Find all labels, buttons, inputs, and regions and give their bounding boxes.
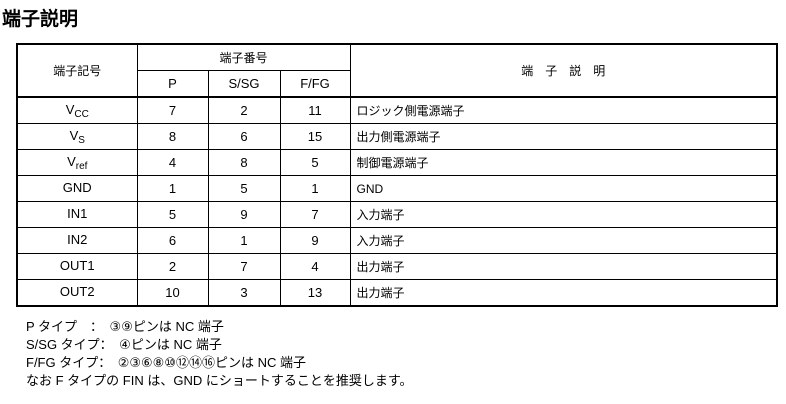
- pin-desc: 出力端子: [349, 253, 778, 280]
- table-row: GND 1 5 1 GND: [16, 175, 778, 202]
- pin-ffg: 13: [279, 279, 351, 307]
- pin-ffg: 11: [279, 96, 351, 124]
- pin-symbol: GND: [16, 175, 138, 202]
- note-line: P タイプ ： ③⑨ピンは NC 端子: [26, 319, 224, 334]
- pin-ffg: 9: [279, 227, 351, 254]
- pin-ssg: 8: [207, 149, 281, 176]
- pin-desc: GND: [349, 175, 778, 202]
- pin-symbol: OUT1: [16, 253, 138, 280]
- header-desc: 端 子 説 明: [349, 43, 778, 98]
- pin-symbol: Vref: [16, 149, 138, 176]
- table-row: VCC 7 2 11 ロジック側電源端子: [16, 96, 778, 124]
- pin-desc: 入力端子: [349, 201, 778, 228]
- pin-ffg: 7: [279, 201, 351, 228]
- table-row: OUT1 2 7 4 出力端子: [16, 253, 778, 280]
- pin-ssg: 1: [207, 227, 281, 254]
- pin-ssg: 7: [207, 253, 281, 280]
- pin-p: 10: [136, 279, 209, 307]
- pin-p: 1: [136, 175, 209, 202]
- pin-table: 端子記号 端子番号 端 子 説 明 P S/SG F/FG VCC 7 2 11…: [16, 43, 778, 307]
- header-number: 端子番号: [136, 43, 351, 71]
- note-line: S/SG タイプ： ④ピンは NC 端子: [26, 337, 222, 352]
- table-row: IN2 6 1 9 入力端子: [16, 227, 778, 254]
- note-line: なお F タイプの FIN は、GND にショートすることを推奨します。: [26, 373, 413, 388]
- pin-p: 8: [136, 123, 209, 150]
- pin-p: 2: [136, 253, 209, 280]
- pin-symbol: VCC: [16, 96, 138, 124]
- table-row: IN1 5 9 7 入力端子: [16, 201, 778, 228]
- header-ffg: F/FG: [279, 70, 351, 98]
- pin-ffg: 5: [279, 149, 351, 176]
- pin-p: 5: [136, 201, 209, 228]
- pin-ssg: 5: [207, 175, 281, 202]
- header-ssg: S/SG: [207, 70, 281, 98]
- pin-ssg: 2: [207, 96, 281, 124]
- pin-p: 7: [136, 96, 209, 124]
- pin-symbol: IN2: [16, 227, 138, 254]
- pin-p: 4: [136, 149, 209, 176]
- pin-desc: 出力端子: [349, 279, 778, 307]
- pin-ffg: 15: [279, 123, 351, 150]
- pin-symbol: VS: [16, 123, 138, 150]
- pin-ffg: 4: [279, 253, 351, 280]
- pin-symbol: IN1: [16, 201, 138, 228]
- pin-desc: ロジック側電源端子: [349, 96, 778, 124]
- table-row: Vref 4 8 5 制御電源端子: [16, 149, 778, 176]
- notes: P タイプ ： ③⑨ピンは NC 端子 S/SG タイプ： ④ピンは NC 端子 F…: [26, 318, 413, 390]
- pin-desc: 制御電源端子: [349, 149, 778, 176]
- pin-desc: 入力端子: [349, 227, 778, 254]
- header-symbol: 端子記号: [16, 43, 138, 98]
- pin-ssg: 6: [207, 123, 281, 150]
- pin-ffg: 1: [279, 175, 351, 202]
- section-title: 端子説明: [2, 9, 79, 30]
- pin-p: 6: [136, 227, 209, 254]
- pin-ssg: 9: [207, 201, 281, 228]
- table-row: OUT2 10 3 13 出力端子: [16, 279, 778, 307]
- header-p: P: [136, 70, 209, 98]
- pin-ssg: 3: [207, 279, 281, 307]
- note-line: F/FG タイプ： ②③⑥⑧⑩⑫⑭⑯ピンは NC 端子: [26, 355, 306, 370]
- table-row: VS 8 6 15 出力側電源端子: [16, 123, 778, 150]
- pin-desc: 出力側電源端子: [349, 123, 778, 150]
- pin-symbol: OUT2: [16, 279, 138, 307]
